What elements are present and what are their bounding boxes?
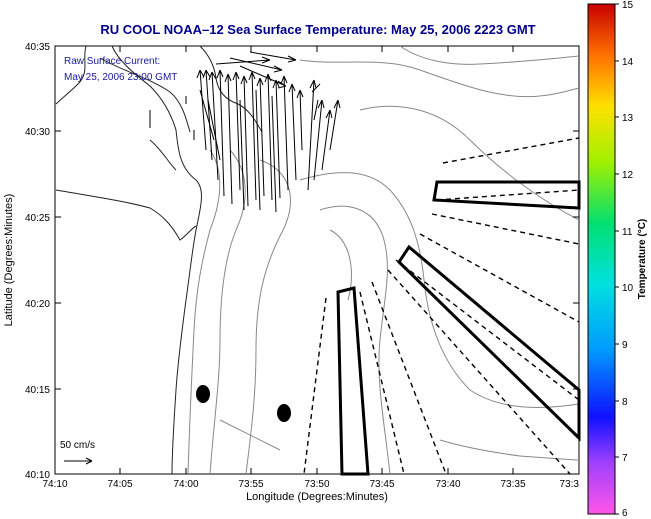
current-vectors: [149, 51, 341, 213]
colorbar-tick: 9: [622, 340, 628, 351]
colorbar-tick: 14: [622, 57, 634, 68]
y-tick-label: 40:10: [25, 470, 50, 481]
colorbar-tick: 6: [622, 508, 628, 519]
y-axis-title: Latitude (Degrees:Minutes): [3, 194, 15, 327]
map-plot-area: Raw Surface Current: May 25, 2006 23:00 …: [54, 45, 581, 476]
map-title: RU COOL NOAA–12 Sea Surface Temperature:…: [100, 22, 535, 37]
colorbar-tick: 12: [622, 170, 634, 181]
x-tick-label: 73:40: [435, 479, 460, 490]
y-tick-label: 40:25: [25, 213, 50, 224]
y-tick-label: 40:20: [25, 299, 50, 310]
x-axis-title: Longitude (Degrees:Minutes): [246, 491, 388, 503]
current-timestamp: May 25, 2006 23:00 GMT: [64, 72, 177, 83]
y-tick-label: 40:30: [25, 127, 50, 138]
depth-contours: [187, 45, 580, 475]
colorbar-gradient: [587, 3, 616, 515]
x-tick-label: 73:3: [560, 479, 580, 490]
x-tick-label: 74:10: [42, 479, 67, 490]
buoy-marker: [196, 385, 210, 403]
scale-arrow-icon: [64, 457, 93, 465]
colorbar: 15 14 13 12 11 10 9 8 7 6 Temperature (°…: [587, 0, 648, 519]
coastline: [55, 45, 202, 475]
colorbar-tick: 7: [622, 453, 628, 464]
colorbar-tick: 11: [622, 227, 633, 238]
y-tick-label: 40:15: [25, 385, 50, 396]
buoy-marker: [277, 404, 291, 422]
lane-outlines: [336, 180, 581, 476]
colorbar-tick: 8: [622, 397, 628, 408]
x-axis: 74:10 74:05 74:00 73:55 73:50 73:45 73:4…: [42, 46, 579, 490]
x-tick-label: 74:05: [107, 479, 132, 490]
inlet: [55, 189, 197, 241]
x-tick-label: 73:55: [238, 479, 263, 490]
colorbar-tick: 13: [622, 113, 634, 124]
x-tick-label: 73:35: [500, 479, 525, 490]
colorbar-label: Temperature (°C): [637, 219, 648, 300]
current-label: Raw Surface Current:: [64, 56, 160, 67]
colorbar-tick: 15: [622, 0, 634, 11]
radar-swath-lines: [303, 137, 580, 475]
x-tick-label: 73:45: [369, 479, 394, 490]
y-tick-label: 40:35: [25, 42, 50, 53]
bay-shore: [199, 45, 263, 133]
x-tick-label: 73:50: [304, 479, 329, 490]
x-tick-label: 74:00: [173, 479, 198, 490]
colorbar-tick: 10: [622, 283, 634, 294]
river-channel: [99, 57, 191, 171]
y-axis: 40:35 40:30 40:25 40:20 40:15 40:10: [25, 42, 579, 481]
scale-label: 50 cm/s: [60, 440, 95, 451]
